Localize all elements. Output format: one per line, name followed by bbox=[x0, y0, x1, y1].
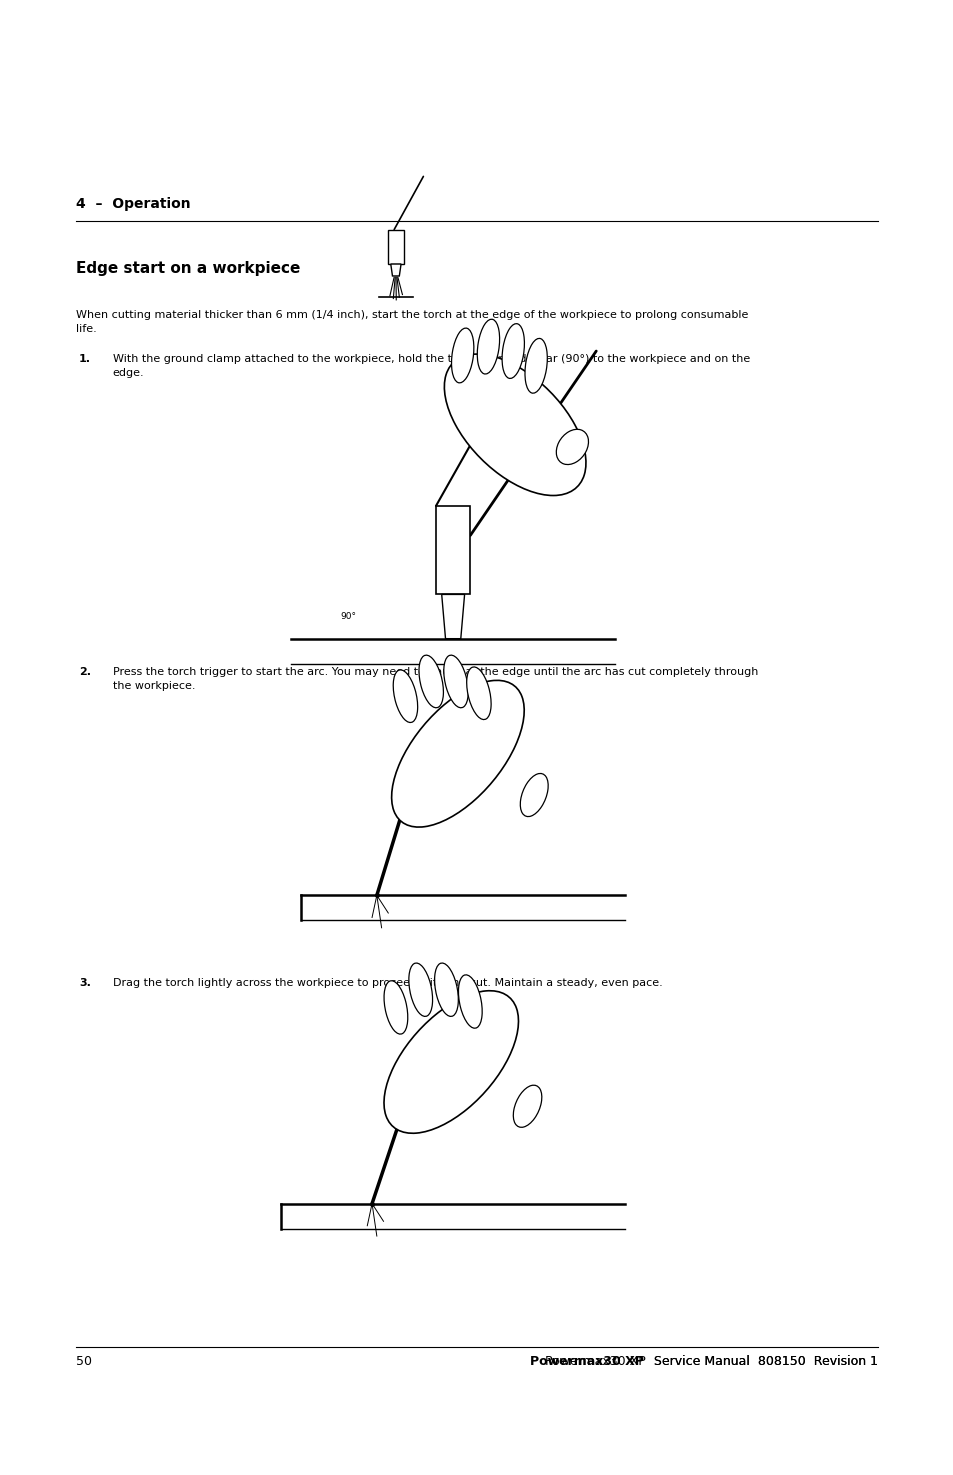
Text: Press the torch trigger to start the arc. You may need to pause at the edge unti: Press the torch trigger to start the arc… bbox=[112, 667, 757, 690]
Text: Drag the torch lightly across the workpiece to proceed with the cut. Maintain a : Drag the torch lightly across the workpi… bbox=[112, 978, 661, 988]
Ellipse shape bbox=[451, 327, 474, 384]
Text: 50: 50 bbox=[76, 1356, 92, 1367]
Text: With the ground clamp attached to the workpiece, hold the torch perpendicular (9: With the ground clamp attached to the wo… bbox=[112, 354, 749, 378]
Ellipse shape bbox=[409, 963, 432, 1016]
Polygon shape bbox=[441, 594, 464, 639]
Text: Powermax30 XP  Service Manual  808150  Revision 1: Powermax30 XP Service Manual 808150 Revi… bbox=[544, 1356, 877, 1367]
Ellipse shape bbox=[392, 680, 523, 827]
Text: 4  –  Operation: 4 – Operation bbox=[76, 198, 191, 211]
Text: Service Manual  808150  Revision 1: Service Manual 808150 Revision 1 bbox=[645, 1356, 877, 1367]
Ellipse shape bbox=[466, 667, 491, 720]
Text: 1.: 1. bbox=[79, 354, 91, 364]
Text: 2.: 2. bbox=[79, 667, 91, 677]
Polygon shape bbox=[436, 506, 470, 594]
Ellipse shape bbox=[418, 655, 443, 708]
Ellipse shape bbox=[384, 981, 407, 1034]
Text: 90°: 90° bbox=[340, 612, 355, 621]
Ellipse shape bbox=[556, 429, 588, 465]
Ellipse shape bbox=[519, 773, 548, 817]
Ellipse shape bbox=[501, 323, 524, 379]
Text: When cutting material thicker than 6 mm (1/4 inch), start the torch at the edge : When cutting material thicker than 6 mm … bbox=[76, 310, 748, 333]
Ellipse shape bbox=[443, 655, 468, 708]
Text: Powermax30 XP: Powermax30 XP bbox=[530, 1356, 643, 1367]
Text: Edge start on a workpiece: Edge start on a workpiece bbox=[76, 261, 300, 276]
Ellipse shape bbox=[384, 991, 517, 1133]
Ellipse shape bbox=[444, 354, 585, 496]
Ellipse shape bbox=[458, 975, 481, 1028]
Text: 3.: 3. bbox=[79, 978, 91, 988]
Ellipse shape bbox=[435, 963, 457, 1016]
Polygon shape bbox=[391, 264, 400, 276]
Ellipse shape bbox=[524, 338, 547, 394]
Ellipse shape bbox=[513, 1086, 541, 1127]
Ellipse shape bbox=[476, 319, 499, 375]
Ellipse shape bbox=[393, 670, 417, 723]
